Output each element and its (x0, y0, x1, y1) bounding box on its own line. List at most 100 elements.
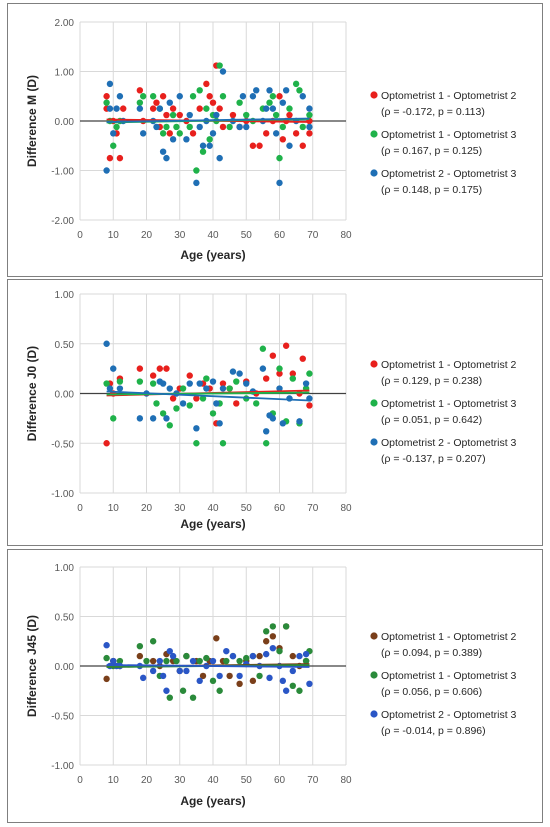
legend-stat: (ρ = 0.094, p = 0.389) (381, 647, 482, 659)
data-point (196, 657, 203, 665)
x-tick-label: 30 (174, 775, 186, 786)
data-point (272, 111, 280, 119)
data-point (269, 644, 277, 652)
data-point (296, 87, 303, 94)
data-point (213, 111, 220, 119)
data-point (216, 420, 223, 427)
legend-stat: (ρ = -0.172, p = 0.113) (381, 106, 485, 118)
data-point (159, 410, 167, 417)
legend-label: Optometrist 1 - Optometrist 2 (381, 359, 517, 371)
data-point (103, 380, 110, 387)
data-point (189, 657, 197, 665)
legend-marker (370, 169, 378, 177)
data-point (223, 647, 230, 655)
y-tick-label: 1.00 (55, 68, 75, 79)
x-axis-label: Age (years) (180, 794, 245, 808)
data-point (282, 342, 290, 349)
data-point (223, 657, 230, 665)
data-point (136, 99, 144, 106)
x-tick-label: 50 (241, 503, 253, 514)
data-point (243, 654, 250, 662)
data-point (199, 148, 207, 155)
data-point (176, 130, 183, 137)
data-point (183, 667, 190, 675)
legend-marker (370, 130, 378, 138)
data-point (186, 372, 193, 379)
data-point (236, 680, 243, 688)
x-tick-label: 0 (77, 503, 83, 514)
data-point (249, 142, 257, 149)
y-tick-label: -0.50 (51, 439, 74, 450)
data-point (103, 675, 110, 683)
x-tick-label: 20 (141, 775, 153, 786)
data-point (263, 105, 270, 112)
legend-label: Optometrist 1 - Optometrist 2 (381, 631, 517, 643)
legend-marker (370, 360, 378, 368)
data-point (209, 657, 217, 665)
data-point (110, 142, 117, 149)
data-point (263, 440, 270, 447)
data-point (136, 378, 144, 385)
data-point (103, 440, 110, 447)
data-point (306, 370, 313, 377)
data-point (282, 87, 290, 94)
x-tick-label: 60 (274, 230, 286, 241)
legend-stat: (ρ = 0.129, p = 0.238) (381, 375, 482, 387)
legend-label: Optometrist 1 - Optometrist 3 (381, 398, 517, 410)
data-point (226, 385, 233, 392)
data-point (183, 136, 190, 143)
data-point (236, 657, 243, 665)
data-point (203, 375, 210, 382)
data-point (216, 62, 223, 69)
data-point (186, 380, 193, 387)
legend-marker (370, 438, 378, 446)
x-tick-label: 60 (274, 503, 286, 514)
data-point (236, 370, 243, 377)
data-point (259, 365, 267, 372)
x-tick-label: 20 (141, 503, 153, 514)
data-point (189, 93, 197, 100)
data-point (149, 372, 157, 379)
data-point (149, 657, 157, 665)
y-axis-label: Difference M (D) (25, 75, 39, 167)
data-point (219, 93, 227, 100)
data-point (266, 674, 273, 682)
chart-panel-m: 0 10 20 30 40 50 60 70 80 2.00 1.00 0.00 -1.00 -2.00 A… (7, 3, 543, 277)
data-point (276, 370, 283, 377)
data-point (110, 130, 117, 137)
data-point (306, 123, 313, 131)
data-point (243, 111, 250, 119)
data-point (106, 80, 114, 88)
data-point (179, 400, 187, 407)
data-point (263, 428, 270, 435)
data-point (276, 93, 283, 100)
data-point (256, 142, 263, 149)
chart-panel-j0: 0 10 20 30 40 50 60 70 80 1.00 0.50 0.00 -0.50 -1.00 A… (7, 279, 543, 546)
data-point (143, 657, 150, 665)
data-point (306, 130, 313, 137)
data-point (196, 87, 203, 94)
legend-stat: (ρ = 0.167, p = 0.125) (381, 145, 482, 157)
data-point (166, 130, 173, 137)
x-tick-label: 10 (108, 775, 120, 786)
legend-stat: (ρ = -0.014, p = 0.896) (381, 725, 486, 737)
x-tick-label: 50 (241, 775, 253, 786)
data-point (183, 652, 190, 660)
data-point (163, 687, 170, 694)
data-point (209, 130, 217, 137)
data-point (249, 93, 257, 100)
data-point (136, 87, 144, 94)
legend-stat: (ρ = 0.148, p = 0.175) (381, 184, 482, 196)
data-point (110, 415, 117, 422)
data-point (139, 674, 147, 682)
series-group (103, 62, 313, 174)
data-point (169, 136, 177, 143)
data-point (136, 643, 144, 650)
data-point (113, 105, 120, 112)
data-point (266, 99, 273, 106)
x-tick-label: 70 (307, 775, 319, 786)
x-tick-label: 40 (207, 503, 219, 514)
legend-marker (370, 632, 378, 640)
data-point (306, 402, 313, 409)
data-point (259, 345, 267, 352)
